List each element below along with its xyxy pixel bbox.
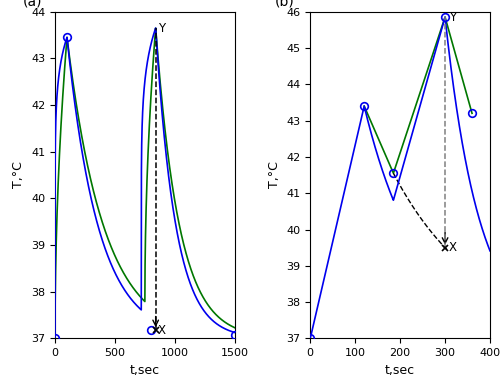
X-axis label: t,sec: t,sec xyxy=(385,364,415,377)
Text: Y: Y xyxy=(158,21,165,35)
Text: (a): (a) xyxy=(22,0,42,9)
Text: X: X xyxy=(448,241,456,254)
Text: Y: Y xyxy=(448,11,456,24)
X-axis label: t,sec: t,sec xyxy=(130,364,160,377)
Text: (b): (b) xyxy=(274,0,294,9)
Y-axis label: T,°C: T,°C xyxy=(12,161,26,189)
Text: X: X xyxy=(158,324,166,336)
Y-axis label: T,°C: T,°C xyxy=(268,161,280,189)
